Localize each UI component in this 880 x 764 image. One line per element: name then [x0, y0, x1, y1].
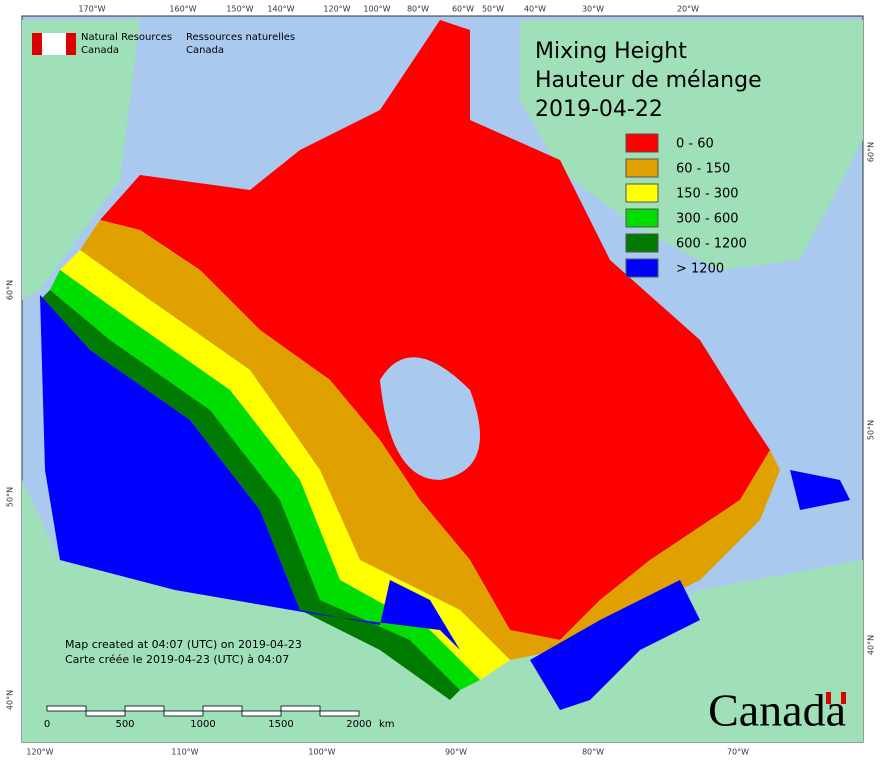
latitude-label: 40°N: [867, 635, 876, 655]
legend-label: > 1200: [676, 262, 724, 277]
agency-en: Canada: [81, 45, 119, 56]
legend-swatch: [625, 183, 659, 203]
legend: 0 - 60 60 - 150 150 - 300 300 - 600 600 - 12…: [625, 133, 747, 278]
longitude-label: 90°W: [445, 748, 467, 757]
longitude-label: 30°W: [582, 5, 604, 14]
latitude-label: 60°N: [6, 280, 15, 300]
longitude-label: 110°W: [171, 748, 198, 757]
alaska: [22, 20, 140, 300]
latitude-label: 40°N: [6, 690, 15, 710]
longitude-label: 50°W: [482, 5, 504, 14]
created-fr: Carte créée le 2019-04-23 (UTC) à 04:07: [65, 653, 289, 666]
scale-segment: [280, 705, 321, 712]
scale-segment: [319, 710, 360, 717]
legend-swatch: [625, 233, 659, 253]
title: 2019-04-22: [535, 97, 663, 122]
longitude-label: 60°W: [452, 5, 474, 14]
longitude-label: 40°W: [524, 5, 546, 14]
legend-label: 0 - 60: [676, 137, 714, 152]
scale-label: 1000: [190, 719, 215, 730]
longitude-label: 120°W: [26, 748, 53, 757]
legend-label: 60 - 150: [676, 162, 730, 177]
zone-blue-west: [40, 295, 460, 650]
longitude-label: 80°W: [582, 748, 604, 757]
zone-dark-green: [40, 290, 460, 700]
longitude-label: 140°W: [267, 5, 294, 14]
scale-label: 2000: [346, 719, 371, 730]
scale-label: 0: [44, 719, 50, 730]
latitude-label: 50°N: [867, 420, 876, 440]
agency-fr: Ressources naturelles: [186, 32, 295, 43]
longitude-label: 160°W: [169, 5, 196, 14]
legend-label: 150 - 300: [676, 187, 739, 202]
longitude-label: 100°W: [363, 5, 390, 14]
longitude-label: 170°W: [78, 5, 105, 14]
created-en: Map created at 04:07 (UTC) on 2019-04-23: [65, 638, 302, 651]
flag-bar: [841, 692, 846, 704]
longitude-label: 100°W: [308, 748, 335, 757]
hudson-bay: [380, 357, 480, 480]
scale-segment: [124, 705, 165, 712]
scale-segment: [163, 710, 204, 717]
title: Mixing Height: [535, 39, 687, 64]
title: Hauteur de mélange: [535, 68, 762, 93]
latitude-label: 60°N: [867, 142, 876, 162]
flag-bar: [826, 692, 831, 704]
scale-label: 1500: [268, 719, 293, 730]
longitude-label: 70°W: [727, 748, 749, 757]
scale-bar: 0 500 1000 1500 2000 km: [44, 705, 395, 730]
flag-field: [42, 33, 66, 55]
agency-en: Natural Resources: [81, 32, 172, 43]
zone-orange: [80, 220, 780, 660]
scale-label: 500: [115, 719, 134, 730]
longitude-label: 150°W: [226, 5, 253, 14]
scale-segment: [46, 705, 87, 712]
legend-swatch: [625, 208, 659, 228]
flag-bar: [32, 33, 42, 55]
legend-swatch: [625, 133, 659, 153]
longitude-label: 120°W: [323, 5, 350, 14]
agency: Natural Resources Canada Ressources natu…: [32, 32, 295, 56]
wordmark: Canada: [708, 685, 846, 736]
flag-bar: [66, 33, 76, 55]
legend-label: 300 - 600: [676, 212, 739, 227]
zone-blue-east: [530, 580, 700, 710]
scale-segment: [202, 705, 243, 712]
longitude-label: 80°W: [407, 5, 429, 14]
latitude-label: 50°N: [6, 487, 15, 507]
agency-fr: Canada: [186, 45, 224, 56]
scale-segment: [85, 710, 126, 717]
zone-blue-nfld: [790, 470, 850, 510]
legend-label: 600 - 1200: [676, 237, 747, 252]
greenland: [520, 20, 863, 270]
zone-red: [100, 20, 770, 640]
zone-green: [50, 270, 480, 690]
zone-yellow: [60, 250, 510, 680]
wordmark-flag: [826, 692, 846, 704]
longitude-label: 20°W: [677, 5, 699, 14]
usa: [22, 480, 863, 742]
legend-swatch: [625, 258, 659, 278]
legend-swatch: [625, 158, 659, 178]
scale-segment: [241, 710, 282, 717]
scale-unit: km: [379, 719, 395, 730]
